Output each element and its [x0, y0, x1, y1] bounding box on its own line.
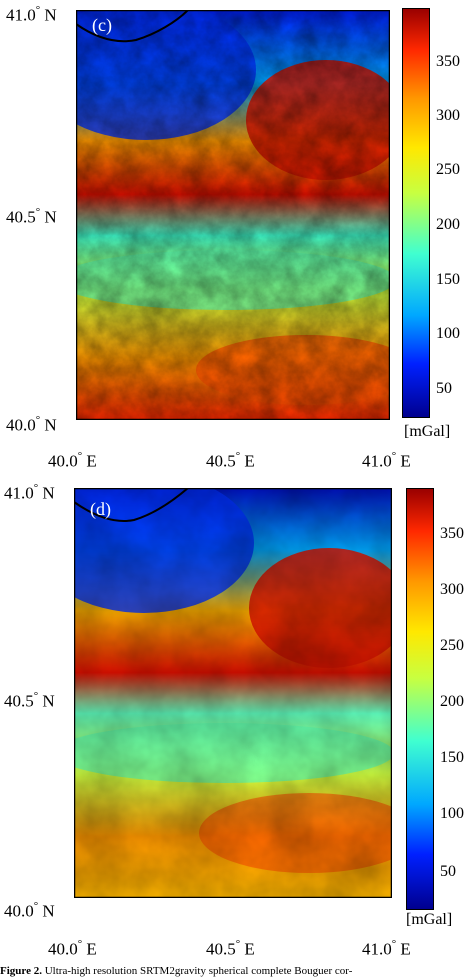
map-panel-c: (c) 41.0° N 40.5° N 40.0° N 40.0° E 40.5… [0, 0, 474, 478]
map-panel-d: (d) 41.0° N 40.5° N 40.0° N 40.0° E 40.5… [0, 482, 474, 964]
lat-label-41-d: 41.0° N [4, 482, 55, 503]
lon-label-40-5-d: 40.5° E [206, 938, 255, 959]
colorbar-tick: 150 [440, 749, 464, 766]
lat-label-41-c: 41.0° N [6, 4, 57, 25]
lat-label-40-5-d: 40.5° N [4, 690, 55, 711]
colorbar-tick: 250 [440, 637, 464, 654]
colorbar-tick: 300 [440, 581, 464, 598]
panel-label-d: (d) [90, 499, 111, 519]
colorbar-d [406, 488, 434, 910]
lon-label-40-5-c: 40.5° E [206, 450, 255, 471]
colorbar-c [402, 8, 430, 418]
lon-label-41-c: 41.0° E [362, 450, 411, 471]
colorbar-tick: 50 [440, 863, 456, 880]
colorbar-tick: 350 [440, 525, 464, 542]
bouguer-anomaly-map-c [76, 10, 390, 420]
lon-label-40-c: 40.0° E [48, 450, 97, 471]
colorbar-tick: 50 [436, 380, 452, 397]
lon-label-40-d: 40.0° E [48, 938, 97, 959]
colorbar-tick: 250 [436, 161, 460, 178]
lon-label-41-d: 41.0° E [362, 938, 411, 959]
caption-text: Ultra-high resolution SRTM2gravity spher… [44, 965, 353, 977]
colorbar-tick: 150 [436, 271, 460, 288]
lat-label-40-c: 40.0° N [6, 414, 57, 435]
figure-caption: Figure 2. Ultra-high resolution SRTM2gra… [0, 966, 352, 977]
panel-label-c: (c) [92, 15, 112, 35]
texture-c [76, 10, 390, 420]
texture-d [74, 488, 392, 898]
colorbar-tick: 200 [440, 693, 464, 710]
colorbar-unit-c: [mGal] [404, 423, 451, 440]
bouguer-anomaly-map-d [74, 488, 392, 898]
colorbar-tick: 350 [436, 53, 460, 70]
colorbar-tick: 200 [436, 216, 460, 233]
lat-label-40-d: 40.0° N [4, 900, 55, 921]
lat-label-40-5-c: 40.5° N [6, 206, 57, 227]
coastline-c [76, 10, 189, 43]
colorbar-tick: 300 [436, 107, 460, 124]
coastline-d [74, 488, 189, 522]
colorbar-tick: 100 [436, 325, 460, 342]
colorbar-unit-d: [mGal] [406, 911, 453, 928]
caption-label: Figure 2. [0, 965, 42, 977]
colorbar-tick: 100 [440, 805, 464, 822]
